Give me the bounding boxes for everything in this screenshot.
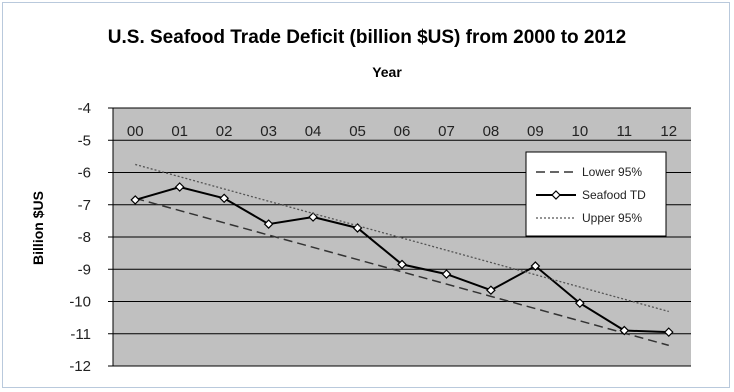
x-tick-label: 02 xyxy=(216,123,233,140)
x-tick-label: 08 xyxy=(483,123,500,140)
legend-marker xyxy=(551,190,561,200)
series-line xyxy=(135,197,669,347)
data-point-marker xyxy=(130,195,141,205)
legend-label: Upper 95% xyxy=(582,211,642,225)
x-tick-label: 01 xyxy=(171,123,188,140)
data-point-marker xyxy=(263,219,274,229)
x-tick-label: 09 xyxy=(527,123,544,140)
x-tick-label: 03 xyxy=(260,123,277,140)
y-tick-label: -5 xyxy=(78,132,91,149)
x-tick-label: 00 xyxy=(127,123,144,140)
x-tick-label: 05 xyxy=(349,123,366,140)
y-tick-label: -4 xyxy=(78,100,91,117)
data-point-marker xyxy=(219,193,230,204)
x-tick-label: 06 xyxy=(394,123,411,140)
series-line xyxy=(135,163,669,313)
y-tick-label: -9 xyxy=(78,261,91,278)
x-tick-label: 10 xyxy=(572,123,589,140)
data-point-marker xyxy=(486,285,496,296)
x-tick-label: 11 xyxy=(617,123,633,140)
x-axis-label: Year xyxy=(372,64,402,80)
data-point-marker xyxy=(619,325,630,336)
chart-title: U.S. Seafood Trade Deficit (billion $US)… xyxy=(107,27,627,48)
data-point-marker xyxy=(663,327,674,337)
data-point-marker xyxy=(574,298,585,308)
legend-label: Lower 95% xyxy=(582,165,642,179)
legend-label: Seafood TD xyxy=(582,188,646,202)
x-tick-label: 07 xyxy=(438,123,455,140)
data-point-marker xyxy=(174,182,185,192)
y-tick-label: -8 xyxy=(78,229,91,246)
x-tick-label: 04 xyxy=(305,123,322,140)
data-point-marker xyxy=(530,261,541,271)
x-tick-label: 12 xyxy=(660,123,677,140)
y-tick-label: -10 xyxy=(69,294,91,311)
data-point-marker xyxy=(308,212,318,222)
y-tick-label: -11 xyxy=(70,326,91,343)
data-point-marker xyxy=(397,259,407,270)
y-tick-label: -6 xyxy=(78,165,91,182)
y-tick-label: -12 xyxy=(69,358,91,375)
data-point-marker xyxy=(441,269,452,279)
y-tick-label: -7 xyxy=(78,197,91,214)
